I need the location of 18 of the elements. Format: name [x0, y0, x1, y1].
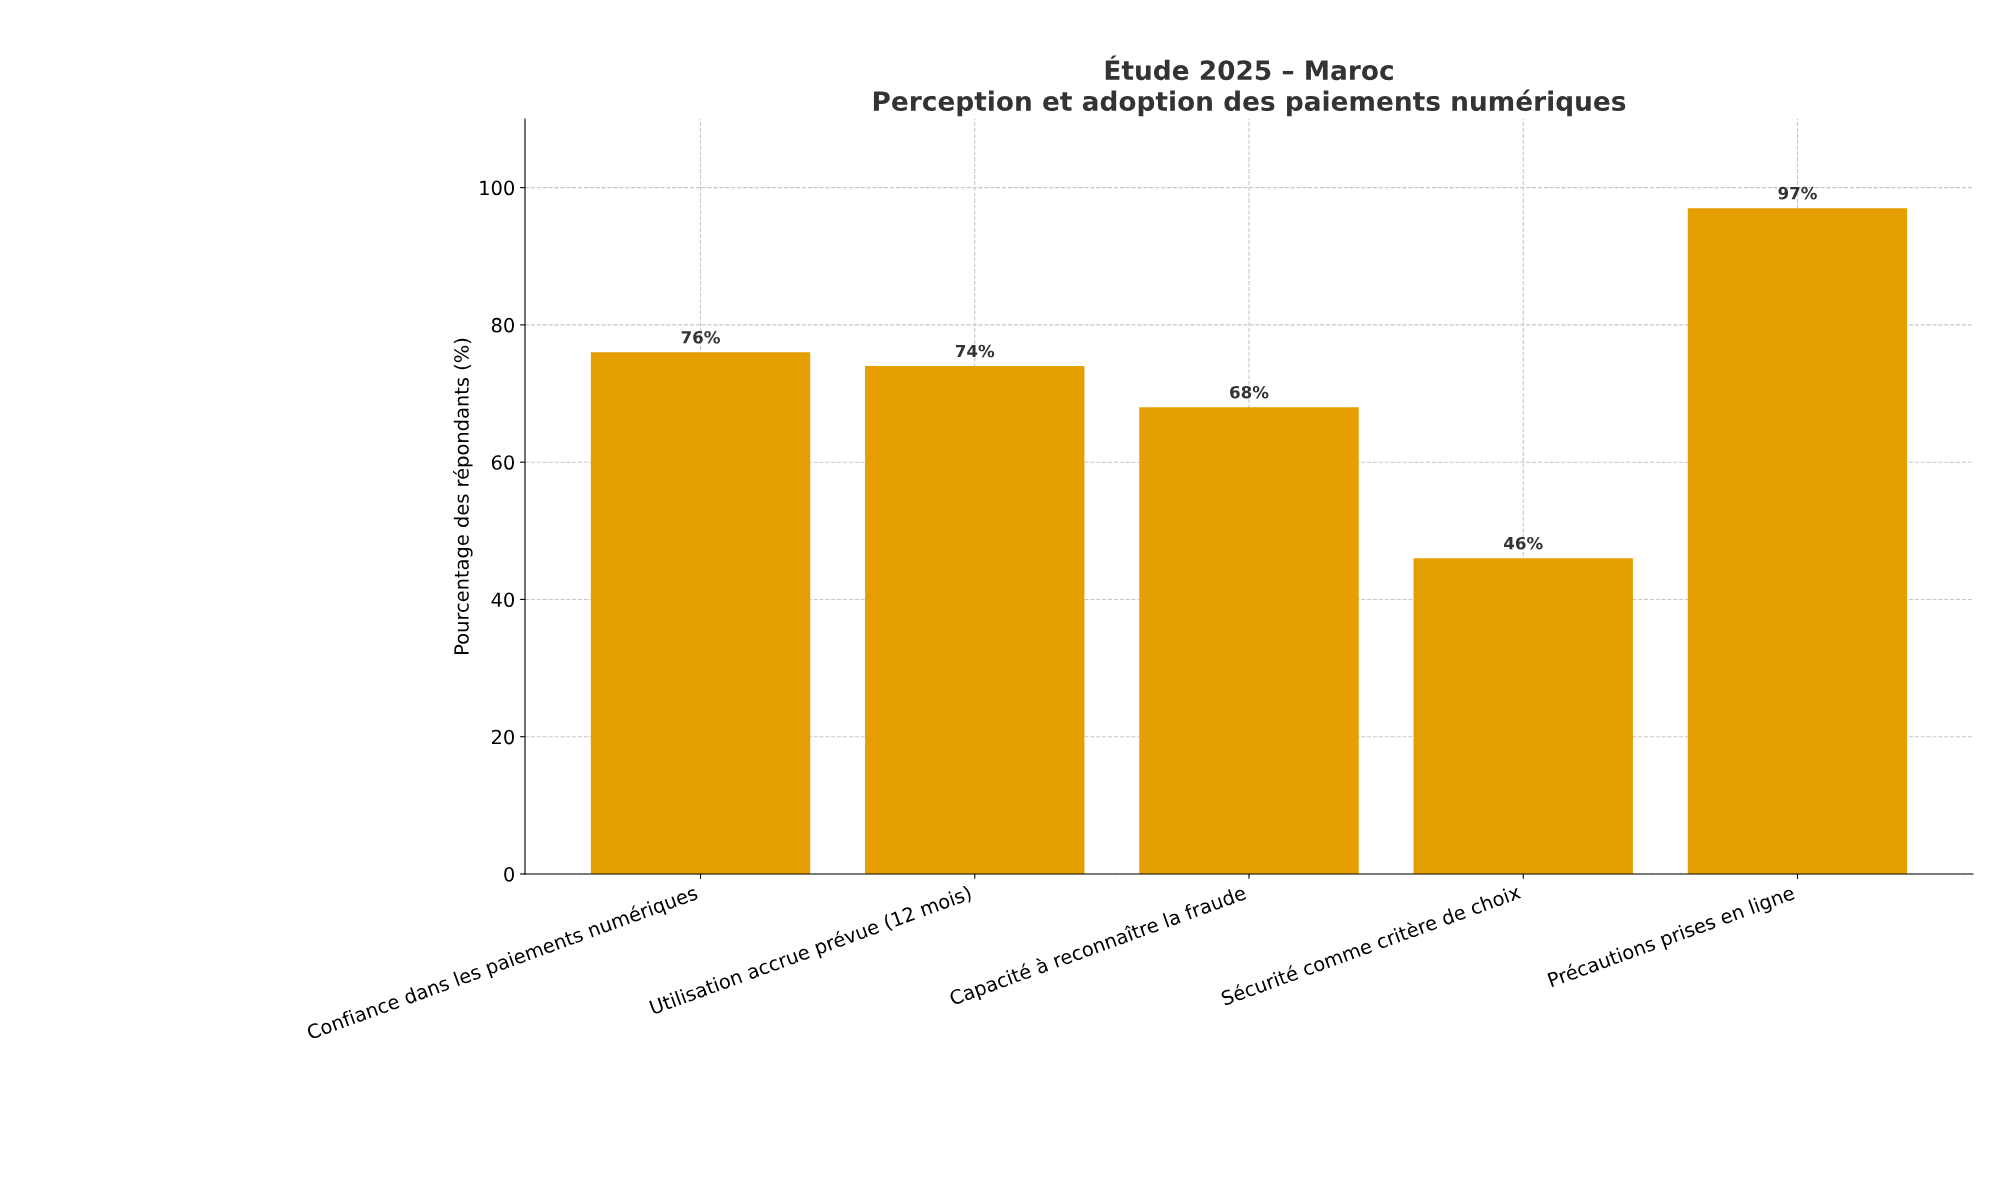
- data-label: 97%: [1778, 186, 1817, 200]
- y-tick-label: 60: [491, 455, 514, 470]
- bar: [590, 352, 811, 874]
- data-label: 68%: [1230, 385, 1269, 399]
- y-tick-label: 40: [491, 592, 514, 608]
- bar: [865, 366, 1085, 874]
- chart-title: Étude 2025 – Maroc Perception et adoption des paiements numériques: [873, 55, 1626, 117]
- data-label: 46%: [1504, 536, 1543, 550]
- bar: [1413, 558, 1633, 874]
- bar: [1687, 208, 1908, 874]
- y-tick-label: 0: [504, 866, 514, 882]
- y-tick-label: 20: [491, 729, 514, 745]
- data-label: 76%: [681, 330, 720, 344]
- data-label: 74%: [955, 344, 995, 358]
- y-tick-label: 100: [480, 180, 514, 196]
- y-axis-title: Pourcentage des répondants (%): [453, 338, 473, 654]
- y-tick-label: 80: [491, 317, 514, 333]
- bar: [1139, 407, 1359, 874]
